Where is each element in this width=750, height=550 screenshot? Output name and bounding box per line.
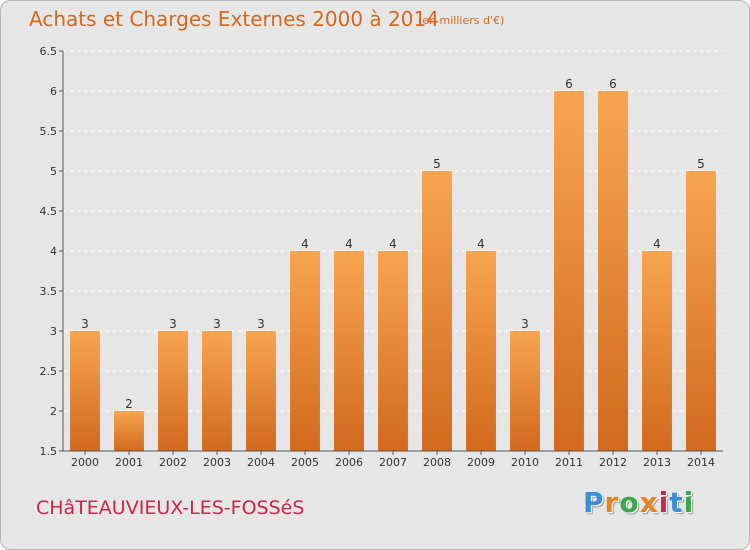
y-tick-label: 6 xyxy=(50,85,57,98)
x-tick-label: 2003 xyxy=(203,456,231,469)
logo-letter: r xyxy=(604,486,620,519)
bar-value-label: 3 xyxy=(169,317,177,331)
bar xyxy=(422,171,452,451)
bar xyxy=(510,331,540,451)
y-tick-label: 4.5 xyxy=(40,205,58,218)
logo-letter: x xyxy=(639,486,659,519)
x-tick-label: 2012 xyxy=(599,456,627,469)
x-tick-label: 2006 xyxy=(335,456,363,469)
bar-value-label: 3 xyxy=(213,317,221,331)
bar-value-label: 4 xyxy=(389,237,397,251)
bar xyxy=(334,251,364,451)
bar-value-label: 2 xyxy=(125,397,133,411)
x-tick-label: 2011 xyxy=(555,456,583,469)
bar-value-label: 6 xyxy=(565,77,573,91)
bar-value-label: 4 xyxy=(345,237,353,251)
x-tick-label: 2014 xyxy=(687,456,715,469)
x-tick-label: 2009 xyxy=(467,456,495,469)
bar xyxy=(114,411,144,451)
y-tick-label: 1.5 xyxy=(40,445,58,458)
x-tick-label: 2008 xyxy=(423,456,451,469)
x-tick-label: 2010 xyxy=(511,456,539,469)
bar-value-label: 3 xyxy=(257,317,265,331)
bar-value-label: 5 xyxy=(697,157,705,171)
bar xyxy=(554,91,584,451)
bar-value-label: 4 xyxy=(653,237,661,251)
logo-letter: i xyxy=(683,486,695,519)
bar xyxy=(378,251,408,451)
bar xyxy=(246,331,276,451)
bar-value-label: 5 xyxy=(433,157,441,171)
bars: 3 2 3 3 3 4 4 4 5 4 3 6 6 4 5 xyxy=(70,77,716,451)
x-tick-label: 2000 xyxy=(71,456,99,469)
logo-letter: i xyxy=(658,486,670,519)
y-tick-label: 5.5 xyxy=(40,125,58,138)
bar xyxy=(158,331,188,451)
bar xyxy=(686,171,716,451)
bar-value-label: 6 xyxy=(609,77,617,91)
bar xyxy=(202,331,232,451)
x-tick-label: 2002 xyxy=(159,456,187,469)
bar xyxy=(466,251,496,451)
bar-value-label: 4 xyxy=(301,237,309,251)
x-tick-label: 2013 xyxy=(643,456,671,469)
x-tick-label: 2004 xyxy=(247,456,275,469)
bar xyxy=(598,91,628,451)
x-tick-label: 2005 xyxy=(291,456,319,469)
y-tick-label: 3 xyxy=(50,325,57,338)
town-name: CHâTEAUVIEUX-LES-FOSSéS xyxy=(36,497,305,519)
y-tick-label: 4 xyxy=(50,245,57,258)
logo-letter: o xyxy=(619,486,640,519)
bar xyxy=(642,251,672,451)
bar-value-label: 3 xyxy=(81,317,89,331)
bar xyxy=(70,331,100,451)
axes: 1.5 2 2.5 3 3.5 4 4.5 5 5.5 6 6.5 2000 2001 2002 2003 2… xyxy=(40,45,723,469)
y-tick-label: 2.5 xyxy=(40,365,58,378)
chart-title: Achats et Charges Externes 2000 à 2014 xyxy=(29,7,439,31)
logo-letter: P xyxy=(583,486,605,519)
y-tick-label: 6.5 xyxy=(40,45,58,58)
x-tick-label: 2001 xyxy=(115,456,143,469)
bar-value-label: 3 xyxy=(521,317,529,331)
y-tick-label: 5 xyxy=(50,165,57,178)
proxiti-logo[interactable]: Proxiti xyxy=(583,486,694,519)
x-tick-label: 2007 xyxy=(379,456,407,469)
bar-value-label: 4 xyxy=(477,237,485,251)
y-tick-label: 3.5 xyxy=(40,285,58,298)
y-tick-label: 2 xyxy=(50,405,57,418)
chart-unit: (en milliers d'€) xyxy=(418,14,505,27)
bar xyxy=(290,251,320,451)
logo-letter: t xyxy=(669,486,684,519)
